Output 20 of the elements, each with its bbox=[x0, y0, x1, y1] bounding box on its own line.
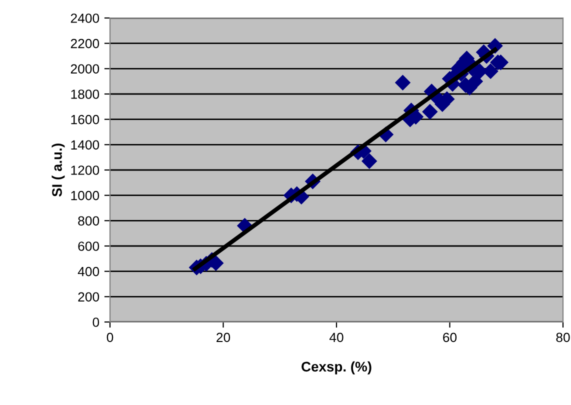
x-tick-label: 0 bbox=[106, 332, 114, 342]
x-tick-label: 40 bbox=[329, 332, 344, 342]
y-tick-label: 1800 bbox=[71, 90, 100, 99]
x-tick-label: 80 bbox=[556, 332, 570, 342]
y-axis-title: SI ( a.u.) bbox=[52, 144, 65, 197]
y-tick-label: 2200 bbox=[70, 38, 100, 48]
x-tick-label: 20 bbox=[216, 332, 230, 342]
x-axis-title: Cexsp. (%) bbox=[302, 361, 372, 374]
x-tick-label: 60 bbox=[443, 332, 457, 342]
y-tick-label: 400 bbox=[78, 266, 100, 276]
y-tick-label: 2000 bbox=[70, 64, 100, 74]
y-tick-label: 0 bbox=[92, 318, 100, 327]
y-tick-label: 600 bbox=[78, 242, 100, 251]
y-tick-label: 1400 bbox=[71, 140, 100, 150]
y-tick-label: 2400 bbox=[70, 14, 100, 23]
y-tick-label: 800 bbox=[78, 216, 100, 226]
y-tick-label: 1600 bbox=[71, 114, 100, 124]
y-tick-label: 1200 bbox=[71, 166, 100, 175]
y-tick-label: 200 bbox=[78, 292, 100, 302]
y-tick-label: 1000 bbox=[71, 190, 100, 200]
